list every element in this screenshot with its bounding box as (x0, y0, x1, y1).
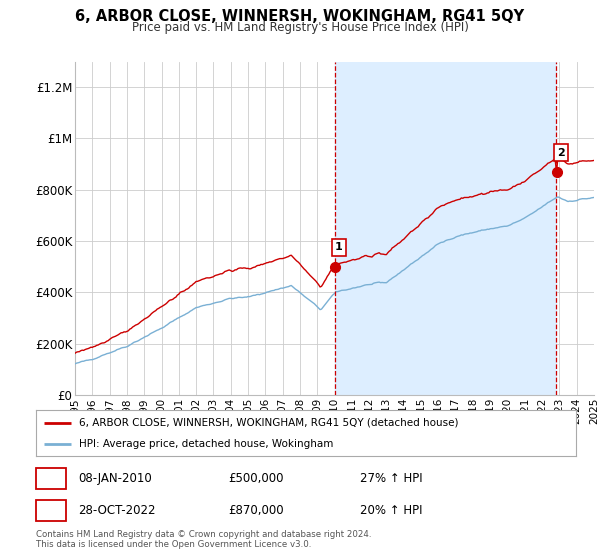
Text: 6, ARBOR CLOSE, WINNERSH, WOKINGHAM, RG41 5QY (detached house): 6, ARBOR CLOSE, WINNERSH, WOKINGHAM, RG4… (79, 418, 459, 428)
Text: 08-JAN-2010: 08-JAN-2010 (78, 472, 152, 485)
Bar (335, 62, 556, 395)
Text: £870,000: £870,000 (228, 504, 284, 517)
Text: £500,000: £500,000 (228, 472, 284, 485)
Text: HPI: Average price, detached house, Wokingham: HPI: Average price, detached house, Woki… (79, 439, 334, 449)
Text: 2: 2 (47, 504, 55, 517)
Text: 28-OCT-2022: 28-OCT-2022 (78, 504, 155, 517)
Text: Price paid vs. HM Land Registry's House Price Index (HPI): Price paid vs. HM Land Registry's House … (131, 21, 469, 34)
Text: 6, ARBOR CLOSE, WINNERSH, WOKINGHAM, RG41 5QY: 6, ARBOR CLOSE, WINNERSH, WOKINGHAM, RG4… (76, 9, 524, 24)
Text: 1: 1 (335, 242, 343, 253)
Text: 2: 2 (557, 148, 565, 157)
Text: 20% ↑ HPI: 20% ↑ HPI (360, 504, 422, 517)
Text: Contains HM Land Registry data © Crown copyright and database right 2024.
This d: Contains HM Land Registry data © Crown c… (36, 530, 371, 549)
Text: 1: 1 (47, 472, 55, 485)
Text: 27% ↑ HPI: 27% ↑ HPI (360, 472, 422, 485)
